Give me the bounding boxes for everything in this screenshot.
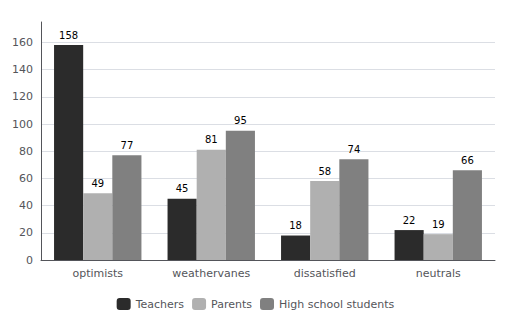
svg-text:22: 22 xyxy=(403,215,416,226)
svg-text:20: 20 xyxy=(19,226,33,239)
svg-text:0: 0 xyxy=(26,254,33,267)
svg-text:77: 77 xyxy=(121,140,134,151)
svg-text:140: 140 xyxy=(12,63,33,76)
svg-text:dissatisfied: dissatisfied xyxy=(294,267,356,280)
svg-text:74: 74 xyxy=(348,144,361,155)
svg-text:19: 19 xyxy=(432,219,445,230)
svg-text:18: 18 xyxy=(289,220,302,231)
svg-text:49: 49 xyxy=(91,178,104,189)
svg-text:optimists: optimists xyxy=(72,267,123,280)
svg-text:40: 40 xyxy=(19,199,33,212)
svg-text:High school students: High school students xyxy=(279,298,395,311)
svg-text:120: 120 xyxy=(12,90,33,103)
svg-text:81: 81 xyxy=(205,134,218,145)
svg-text:160: 160 xyxy=(12,36,33,49)
svg-text:158: 158 xyxy=(59,30,78,41)
svg-text:100: 100 xyxy=(12,118,33,131)
svg-text:weathervanes: weathervanes xyxy=(172,267,250,280)
svg-text:58: 58 xyxy=(318,166,331,177)
svg-text:95: 95 xyxy=(234,115,247,126)
svg-text:Teachers: Teachers xyxy=(135,298,185,311)
svg-text:Parents: Parents xyxy=(211,298,252,311)
svg-text:80: 80 xyxy=(19,145,33,158)
svg-text:66: 66 xyxy=(461,155,474,166)
svg-text:60: 60 xyxy=(19,172,33,185)
svg-text:neutrals: neutrals xyxy=(416,267,461,280)
svg-text:45: 45 xyxy=(176,183,189,194)
